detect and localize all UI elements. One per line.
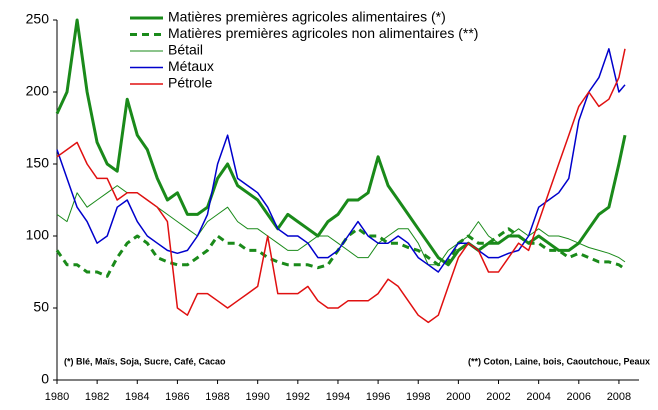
legend-label: Pétrole — [168, 75, 213, 91]
x-tick-label: 2004 — [526, 391, 550, 403]
x-tick-label: 1994 — [326, 391, 350, 403]
series-line — [55, 18, 627, 267]
x-tick-label: 1988 — [205, 391, 229, 403]
x-tick-label: 1990 — [245, 391, 269, 403]
legend-label: Métaux — [168, 58, 214, 74]
y-tick-label: 50 — [33, 299, 49, 315]
x-tick-label: 2000 — [446, 391, 470, 403]
x-tick-label: 1980 — [45, 391, 69, 403]
x-tick-label: 1992 — [286, 391, 310, 403]
legend-label: Matières premières agricoles non aliment… — [168, 25, 478, 41]
x-tick-label: 2008 — [607, 391, 631, 403]
y-tick-label: 150 — [26, 155, 50, 171]
x-tick-label: 1982 — [85, 391, 109, 403]
footnote: (*) Blé, Maïs, Soja, Sucre, Café, Cacao — [64, 356, 226, 366]
x-tick-label: 1986 — [165, 391, 189, 403]
y-tick-label: 200 — [26, 83, 50, 99]
x-tick-label: 2002 — [486, 391, 510, 403]
x-tick-label: 1996 — [366, 391, 390, 403]
y-tick-label: 250 — [26, 11, 50, 27]
series-line — [56, 185, 626, 266]
series-line — [56, 48, 626, 324]
y-tick-label: 100 — [26, 227, 50, 243]
x-tick-label: 2006 — [567, 391, 591, 403]
y-tick-label: 0 — [41, 371, 49, 387]
footnote: (**) Coton, Laine, bois, Caoutchouc, Pea… — [468, 356, 650, 366]
series-line — [56, 48, 626, 273]
x-tick-label: 1998 — [406, 391, 430, 403]
legend-label: Bétail — [168, 42, 203, 58]
legend-label: Matières premières agricoles alimentaire… — [168, 9, 446, 25]
x-tick-label: 1984 — [125, 391, 149, 403]
